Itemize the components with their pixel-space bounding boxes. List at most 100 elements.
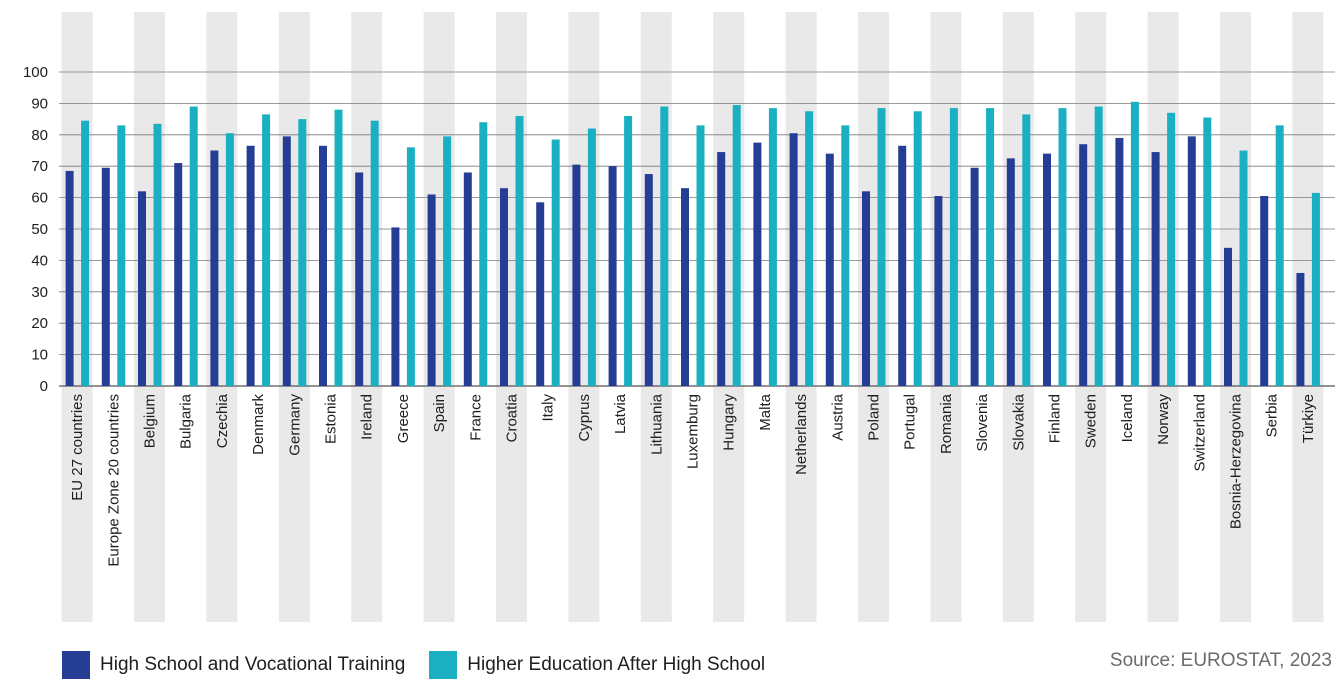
x-tick-label: Denmark	[250, 394, 267, 455]
bar-high-school	[753, 142, 762, 386]
x-tick-label: Greece	[395, 394, 412, 443]
bar-higher-education	[81, 120, 90, 387]
legend-swatch	[62, 651, 90, 679]
bar-higher-education	[624, 115, 633, 387]
x-tick-label: Slovakia	[1010, 393, 1027, 450]
bar-high-school	[681, 188, 689, 386]
y-axis: 0 10 20 30 40 50 60 70 80 90 100	[23, 64, 48, 395]
bar-higher-education	[877, 108, 886, 387]
bar-higher-education	[1311, 192, 1320, 386]
legend-swatch	[429, 651, 458, 679]
bar-high-school	[825, 153, 834, 386]
x-tick-label: Slovenia	[974, 393, 991, 451]
bar-high-school	[608, 166, 617, 386]
x-tick-label: Czechia	[214, 393, 231, 448]
bar-high-school	[282, 136, 291, 386]
x-tick-label: Estonia	[323, 393, 340, 444]
y-tick-label: 0	[40, 378, 48, 395]
bar-high-school	[1151, 152, 1160, 386]
bar-high-school	[355, 172, 364, 386]
bar-higher-education	[189, 106, 198, 386]
x-tick-label: Türkiye	[1300, 394, 1317, 443]
bar-higher-education	[1167, 112, 1176, 386]
bar-high-school	[1260, 196, 1269, 386]
x-tick-label: Germany	[286, 394, 303, 456]
bar-high-school	[1224, 247, 1232, 386]
bar-chart: 0 10 20 30 40 50 60 70 80 90 100 EU 27 countries Eu…	[23, 12, 1335, 622]
bar-high-school	[427, 194, 436, 386]
bar-higher-education	[1130, 101, 1139, 386]
bar-high-school	[717, 152, 726, 386]
y-tick-label: 40	[31, 252, 48, 269]
x-tick-label: Bosnia-Herzegovina	[1228, 393, 1245, 529]
x-tick-label: Iceland	[1119, 394, 1136, 442]
x-tick-label: Bulgaria	[178, 393, 195, 449]
bar-higher-education	[225, 133, 234, 386]
bar-higher-education	[805, 111, 814, 386]
bar-high-school	[1006, 158, 1015, 386]
bar-higher-education	[334, 109, 343, 387]
x-tick-label: Belgium	[142, 394, 159, 448]
bar-high-school	[536, 202, 545, 386]
y-tick-label: 60	[31, 190, 48, 207]
bar-higher-education	[1275, 125, 1284, 386]
x-tick-label: Europe Zone 20 countries	[105, 394, 122, 567]
bar-high-school	[1296, 272, 1305, 386]
bar-high-school	[246, 145, 255, 386]
x-tick-label: Norway	[1155, 394, 1172, 445]
bar-higher-education	[696, 125, 705, 386]
legend-item-series-1: High School and Vocational Training	[62, 651, 405, 679]
x-tick-label: Lithuania	[648, 393, 665, 455]
bar-high-school	[101, 167, 110, 386]
bars	[65, 101, 1320, 387]
legend-item-series-2: Higher Education After High School	[429, 651, 765, 679]
bar-higher-education	[732, 104, 741, 386]
x-tick-label: Serbia	[1264, 393, 1281, 437]
source-note: Source: EUROSTAT, 2023	[1109, 650, 1332, 671]
y-tick-label: 80	[31, 127, 48, 144]
bar-higher-education	[986, 108, 995, 387]
x-tick-label: Hungary	[721, 394, 738, 451]
x-tick-label: Malta	[757, 393, 774, 430]
bar-higher-education	[1058, 108, 1067, 387]
bar-higher-education	[479, 122, 488, 387]
bar-higher-education	[262, 114, 271, 386]
bar-high-school	[644, 174, 653, 386]
bar-higher-education	[406, 147, 415, 386]
x-tick-label: Croatia	[504, 393, 521, 442]
x-tick-label: Luxemburg	[685, 394, 702, 469]
y-tick-label: 20	[31, 315, 48, 332]
bar-higher-education	[551, 139, 560, 386]
bar-high-school	[862, 191, 870, 386]
legend-label: Higher Education After High School	[467, 654, 766, 675]
x-tick-label: Switzerland	[1191, 394, 1208, 472]
x-tick-label: Sweden	[1083, 394, 1100, 448]
x-tick-label: Austria	[829, 393, 846, 440]
bar-high-school	[1187, 136, 1196, 386]
bar-high-school	[210, 150, 219, 386]
x-tick-label: Portugal	[902, 394, 919, 450]
bar-high-school	[934, 196, 943, 386]
bar-high-school	[319, 145, 327, 386]
bar-higher-education	[370, 120, 379, 387]
bar-high-school	[1115, 137, 1124, 386]
bar-high-school	[1079, 144, 1088, 386]
legend: High School and Vocational Training High…	[62, 651, 789, 679]
y-tick-label: 10	[31, 347, 48, 364]
bar-high-school	[138, 191, 146, 386]
x-tick-label: France	[467, 394, 484, 441]
y-tick-label: 90	[31, 95, 48, 112]
bar-high-school	[970, 167, 979, 386]
bar-high-school	[500, 188, 508, 386]
y-tick-label: 30	[31, 284, 48, 301]
bar-higher-education	[768, 108, 777, 387]
bar-higher-education	[117, 125, 126, 386]
bar-higher-education	[153, 123, 162, 386]
bar-higher-education	[913, 111, 922, 386]
bar-higher-education	[1094, 106, 1103, 386]
bar-higher-education	[841, 125, 850, 386]
bar-higher-education	[443, 136, 452, 386]
bar-higher-education	[515, 115, 524, 387]
bar-higher-education	[1239, 150, 1248, 386]
x-tick-label: Cyprus	[576, 394, 593, 442]
